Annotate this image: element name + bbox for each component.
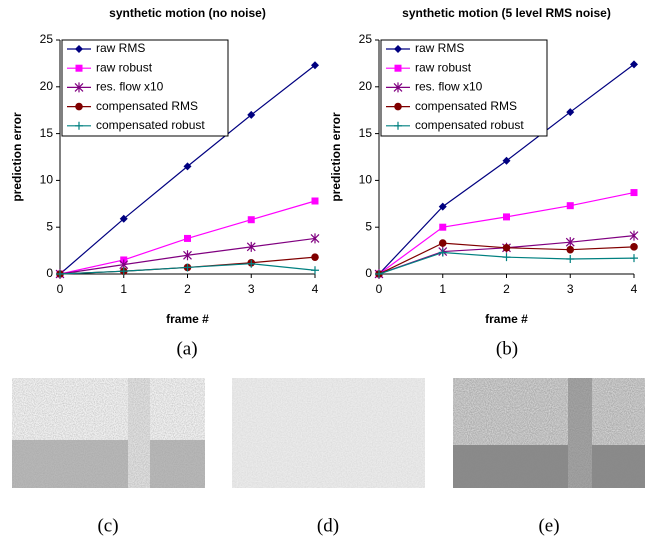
marker xyxy=(183,250,192,261)
legend-label: compensated RMS xyxy=(96,99,198,113)
marker xyxy=(438,202,447,211)
panel-caption: (d) xyxy=(317,515,339,536)
image-c xyxy=(12,378,205,488)
y-axis-label: prediction error xyxy=(329,112,343,202)
x-axis-label: frame # xyxy=(166,312,209,326)
marker xyxy=(566,255,575,264)
legend-label: compensated robust xyxy=(96,118,205,132)
marker xyxy=(630,60,638,69)
marker xyxy=(438,239,447,247)
x-tick-label: 4 xyxy=(312,282,319,296)
marker xyxy=(630,243,638,251)
y-axis-label: prediction error xyxy=(10,112,24,202)
marker xyxy=(629,230,639,241)
x-tick-label: 3 xyxy=(248,282,255,296)
y-tick-label: 0 xyxy=(365,266,372,280)
marker xyxy=(438,248,447,257)
marker xyxy=(311,266,319,275)
y-tick-label: 20 xyxy=(40,79,54,93)
legend-label: res. flow x10 xyxy=(415,80,483,94)
marker xyxy=(183,263,192,272)
legend-label: raw RMS xyxy=(415,41,464,55)
x-axis-label: frame # xyxy=(485,312,528,326)
image-e xyxy=(453,378,645,488)
y-tick-label: 0 xyxy=(46,266,53,280)
marker xyxy=(630,189,638,197)
legend-label: compensated RMS xyxy=(415,99,517,113)
panel-caption: (b) xyxy=(496,338,518,359)
panel-caption: (e) xyxy=(538,515,559,536)
y-tick-label: 5 xyxy=(46,219,53,233)
y-tick-label: 10 xyxy=(359,173,373,187)
panel-caption: (a) xyxy=(176,338,197,359)
y-tick-label: 15 xyxy=(40,126,54,140)
x-tick-label: 1 xyxy=(120,282,127,296)
legend-label: compensated robust xyxy=(415,118,524,132)
marker xyxy=(247,259,256,268)
marker xyxy=(311,61,319,70)
y-tick-label: 25 xyxy=(359,32,373,46)
marker xyxy=(75,64,83,72)
legend-label: raw robust xyxy=(96,60,153,74)
chart-title: synthetic motion (no noise) xyxy=(109,6,266,20)
marker xyxy=(502,156,511,165)
marker xyxy=(310,233,320,244)
marker xyxy=(246,241,256,252)
x-tick-label: 2 xyxy=(184,282,191,296)
y-tick-label: 15 xyxy=(359,126,373,140)
y-tick-label: 5 xyxy=(365,219,372,233)
panel-caption: (c) xyxy=(97,515,118,536)
marker xyxy=(74,82,84,93)
marker xyxy=(311,197,319,205)
marker xyxy=(439,223,447,231)
marker xyxy=(394,102,402,111)
marker xyxy=(630,254,638,263)
marker xyxy=(75,121,83,130)
marker xyxy=(119,267,128,276)
marker xyxy=(394,121,402,130)
marker xyxy=(502,253,511,262)
marker xyxy=(75,102,83,111)
marker xyxy=(183,162,192,171)
x-tick-label: 0 xyxy=(376,282,383,296)
image-d xyxy=(232,378,425,488)
y-tick-label: 25 xyxy=(40,32,54,46)
marker xyxy=(565,237,575,248)
marker xyxy=(566,202,574,210)
x-tick-label: 1 xyxy=(439,282,446,296)
x-tick-label: 4 xyxy=(631,282,638,296)
marker xyxy=(393,82,403,93)
marker xyxy=(503,213,510,221)
chart-title: synthetic motion (5 level RMS noise) xyxy=(402,6,611,20)
marker xyxy=(184,234,191,242)
marker xyxy=(394,45,402,53)
marker xyxy=(566,108,575,117)
marker xyxy=(119,214,128,223)
y-tick-label: 10 xyxy=(40,173,54,187)
legend-label: raw RMS xyxy=(96,41,145,55)
marker xyxy=(75,45,83,53)
marker xyxy=(394,64,402,72)
marker xyxy=(56,270,64,278)
x-tick-label: 2 xyxy=(503,282,510,296)
marker xyxy=(375,270,383,278)
marker xyxy=(311,253,319,261)
legend-label: res. flow x10 xyxy=(96,80,164,94)
x-tick-label: 0 xyxy=(57,282,64,296)
x-tick-label: 3 xyxy=(567,282,574,296)
y-tick-label: 20 xyxy=(359,79,373,93)
marker xyxy=(247,216,255,224)
marker xyxy=(566,245,575,254)
marker xyxy=(502,243,511,252)
marker xyxy=(247,110,256,119)
legend-label: raw robust xyxy=(415,60,472,74)
